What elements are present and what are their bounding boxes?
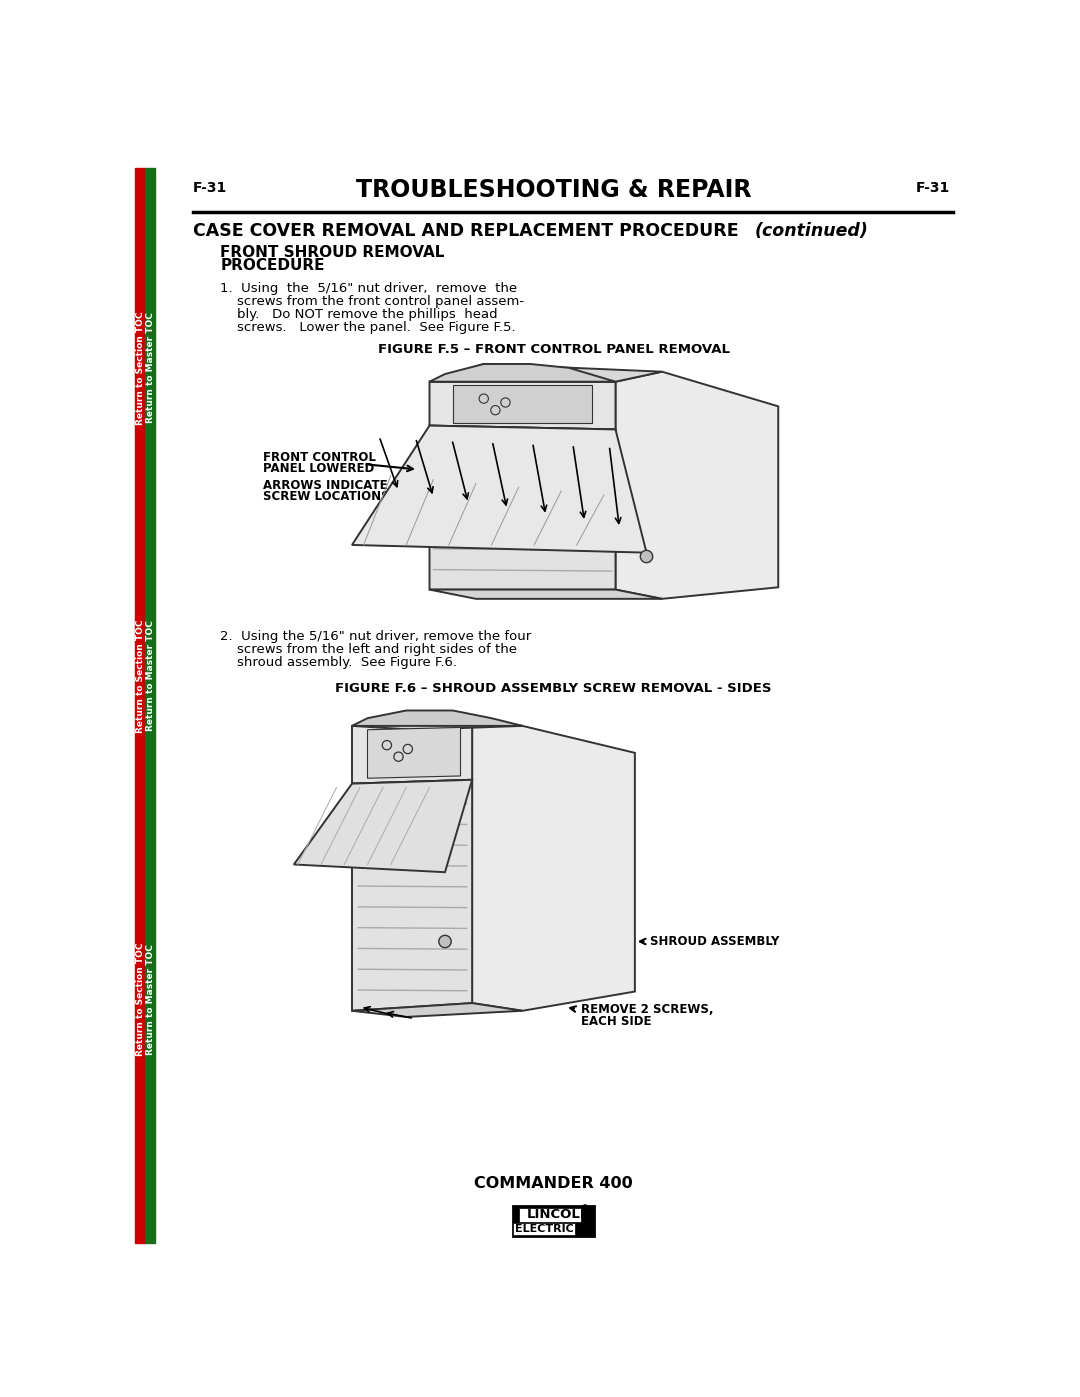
Text: Return to Section TOC: Return to Section TOC (135, 943, 145, 1056)
Text: Return to Master TOC: Return to Master TOC (146, 620, 154, 731)
Polygon shape (352, 1003, 523, 1017)
Text: CASE COVER REMOVAL AND REPLACEMENT PROCEDURE: CASE COVER REMOVAL AND REPLACEMENT PROCE… (193, 222, 745, 239)
Bar (519, 1208, 581, 1222)
Text: screws from the front control panel assem-: screws from the front control panel asse… (220, 295, 525, 307)
Text: LINCOLN: LINCOLN (527, 1208, 592, 1221)
Text: SCREW LOCATIONS: SCREW LOCATIONS (262, 489, 390, 503)
Polygon shape (352, 722, 523, 729)
Polygon shape (430, 426, 616, 590)
Text: COMMANDER 400: COMMANDER 400 (474, 1176, 633, 1192)
Bar (513, 1222, 576, 1235)
Polygon shape (430, 365, 616, 381)
Text: EACH SIDE: EACH SIDE (581, 1014, 651, 1028)
Text: REMOVE 2 SCREWS,: REMOVE 2 SCREWS, (581, 1003, 713, 1016)
Text: screws.   Lower the panel.  See Figure F.5.: screws. Lower the panel. See Figure F.5. (220, 321, 516, 334)
Polygon shape (294, 780, 472, 872)
Text: ELECTRIC: ELECTRIC (515, 1224, 573, 1234)
Polygon shape (352, 780, 472, 1011)
Text: PROCEDURE: PROCEDURE (220, 258, 325, 274)
Circle shape (640, 550, 652, 563)
Text: Return to Master TOC: Return to Master TOC (146, 944, 154, 1055)
Text: FRONT SHROUD REMOVAL: FRONT SHROUD REMOVAL (220, 244, 445, 260)
Text: Return to Section TOC: Return to Section TOC (135, 619, 145, 732)
Polygon shape (430, 590, 662, 599)
Polygon shape (472, 722, 635, 1011)
Text: TROUBLESHOOTING & REPAIR: TROUBLESHOOTING & REPAIR (355, 179, 752, 203)
Text: bly.   Do NOT remove the phillips  head: bly. Do NOT remove the phillips head (220, 307, 498, 321)
Text: ARROWS INDICATE: ARROWS INDICATE (262, 479, 388, 492)
Bar (135, 168, 145, 1243)
Text: PANEL LOWERED: PANEL LOWERED (262, 462, 374, 475)
Polygon shape (430, 381, 616, 429)
Polygon shape (616, 372, 779, 599)
Polygon shape (352, 722, 472, 784)
Bar (145, 168, 156, 1243)
Text: FIGURE F.6 – SHROUD ASSEMBLY SCREW REMOVAL - SIDES: FIGURE F.6 – SHROUD ASSEMBLY SCREW REMOV… (335, 682, 772, 694)
Text: F-31: F-31 (193, 182, 228, 196)
Polygon shape (352, 426, 647, 553)
Text: (continued): (continued) (755, 222, 869, 239)
Polygon shape (367, 728, 460, 778)
Text: Return to Section TOC: Return to Section TOC (135, 312, 145, 425)
Circle shape (438, 936, 451, 947)
Text: FIGURE F.5 – FRONT CONTROL PANEL REMOVAL: FIGURE F.5 – FRONT CONTROL PANEL REMOVAL (378, 344, 729, 356)
Text: shroud assembly.  See Figure F.6.: shroud assembly. See Figure F.6. (220, 655, 457, 669)
Polygon shape (453, 384, 592, 423)
Polygon shape (430, 365, 662, 381)
Text: Return to Master TOC: Return to Master TOC (146, 313, 154, 423)
Text: F-31: F-31 (916, 182, 950, 196)
Text: 2.  Using the 5/16" nut driver, remove the four: 2. Using the 5/16" nut driver, remove th… (220, 630, 531, 643)
Text: FRONT CONTROL: FRONT CONTROL (262, 451, 376, 464)
Text: screws from the left and right sides of the: screws from the left and right sides of … (220, 643, 517, 655)
Polygon shape (352, 711, 523, 726)
Text: SHROUD ASSEMBLY: SHROUD ASSEMBLY (650, 935, 780, 949)
Text: 1.  Using  the  5/16" nut driver,  remove  the: 1. Using the 5/16" nut driver, remove th… (220, 282, 517, 295)
Text: ®: ® (580, 1204, 589, 1213)
Bar (513, 1206, 594, 1236)
